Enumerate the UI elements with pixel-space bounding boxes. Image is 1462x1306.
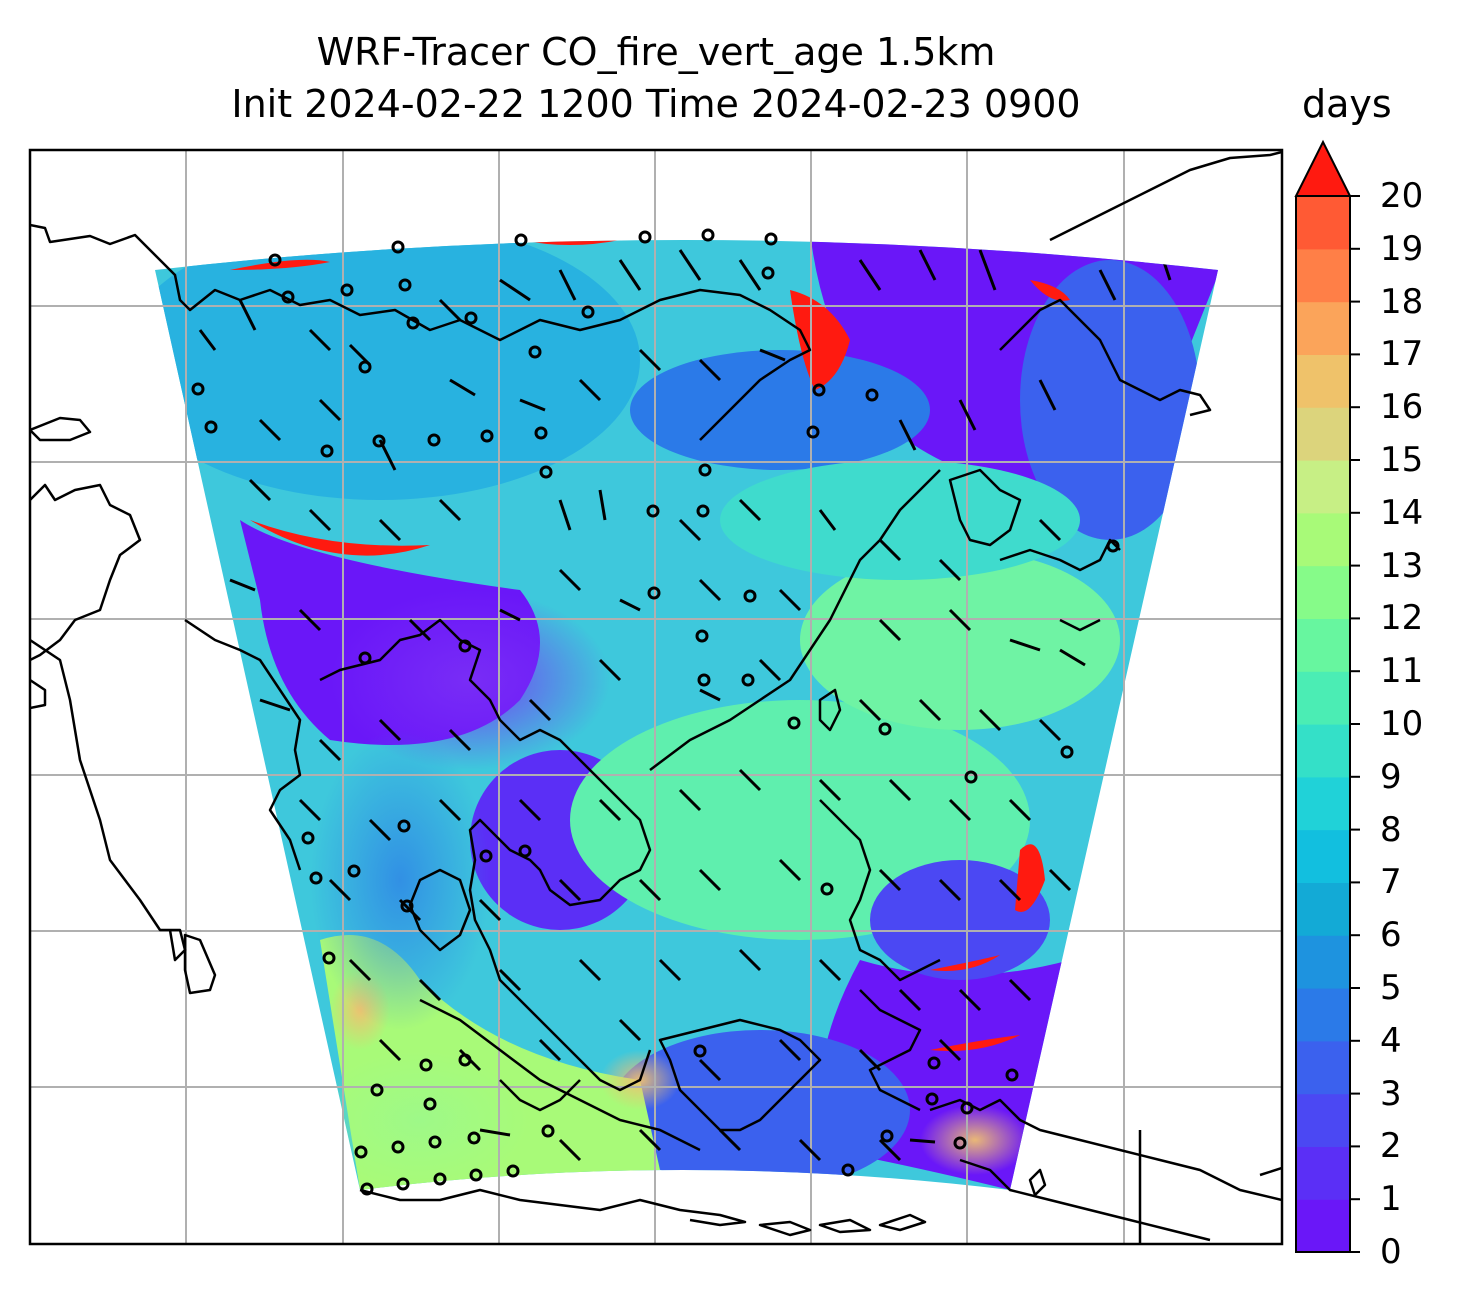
map-title-line1: WRF-Tracer CO_fire_vert_age 1.5km	[316, 30, 996, 74]
colorbar-segment	[1296, 776, 1350, 831]
wind-barbs	[198, 249, 1172, 1162]
map-gridlines	[30, 150, 1282, 1244]
colorbar-segment	[1296, 724, 1350, 778]
map-title-line2: Init 2024-02-22 1200 Time 2024-02-23 090…	[231, 82, 1081, 126]
colorbar-tick-label: 12	[1380, 598, 1424, 639]
colorbar-tick-label: 8	[1380, 809, 1402, 850]
colorbar-tick-label: 19	[1380, 228, 1424, 269]
colorbar	[1294, 139, 1360, 1253]
colorbar-tick-label: 18	[1380, 281, 1424, 322]
colorbar-tick-label: 16	[1380, 387, 1424, 428]
colorbar-segment	[1296, 1040, 1350, 1095]
calm-wind-circles	[191, 228, 1120, 1196]
colorbar-extend-max-arrow	[1294, 139, 1352, 197]
colorbar-tick-label: 6	[1380, 915, 1402, 956]
colorbar-segment	[1296, 460, 1350, 514]
colorbar-segment	[1296, 1093, 1350, 1147]
colorbar-segment	[1296, 935, 1350, 989]
colorbar-tick-label: 20	[1380, 176, 1424, 216]
colorbar-tick-label: 9	[1380, 756, 1402, 797]
colorbar-segment	[1296, 882, 1350, 936]
colorbar-label: days	[1302, 82, 1392, 126]
colorbar-tick-label: 0	[1380, 1232, 1402, 1272]
colorbar-segment	[1296, 248, 1350, 303]
colorbar-segment	[1296, 512, 1350, 567]
colorbar-tick-label: 15	[1380, 440, 1424, 480]
colorbar-segment	[1296, 196, 1350, 250]
colorbar-segment	[1296, 829, 1350, 883]
colorbar-tick-label: 3	[1380, 1073, 1402, 1114]
colorbar-tick-label: 11	[1380, 651, 1424, 692]
colorbar-tick-label: 17	[1380, 334, 1424, 375]
colorbar-tick-label: 13	[1380, 545, 1424, 586]
colorbar-tick-label: 2	[1380, 1126, 1402, 1167]
colorbar-tick-label: 10	[1380, 704, 1424, 744]
colorbar-tick-label: 4	[1380, 1020, 1402, 1061]
colorbar-segment	[1296, 1199, 1350, 1253]
colorbar-segment	[1296, 671, 1350, 725]
colorbar-segment	[1296, 618, 1350, 672]
colorbar-segment	[1296, 1146, 1350, 1200]
colorbar-segment	[1296, 565, 1350, 619]
coastlines	[30, 150, 1282, 1244]
colorbar-segment	[1296, 988, 1350, 1042]
colorbar-tick-label: 7	[1380, 862, 1402, 903]
colorbar-tick-label: 5	[1380, 968, 1402, 1008]
colorbar-tick-label: 1	[1380, 1179, 1402, 1220]
colorbar-tick-label: 14	[1380, 492, 1424, 533]
colorbar-segment	[1296, 301, 1350, 355]
map-axes-frame	[28, 148, 1284, 1246]
colorbar-segment	[1296, 354, 1350, 408]
colorbar-segment	[1296, 407, 1350, 461]
